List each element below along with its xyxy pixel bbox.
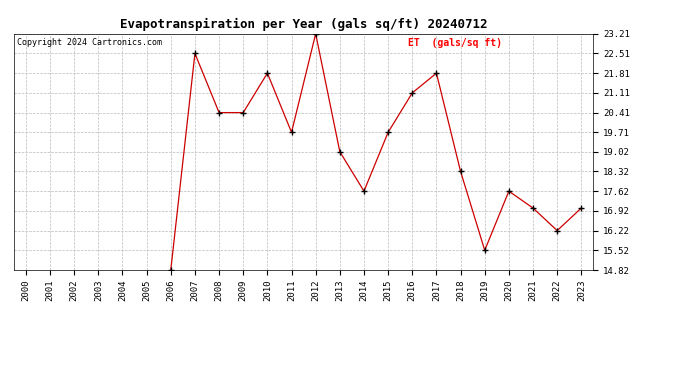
Text: ET  (gals/sq ft): ET (gals/sq ft): [408, 39, 502, 48]
Text: Copyright 2024 Cartronics.com: Copyright 2024 Cartronics.com: [17, 39, 161, 48]
Title: Evapotranspiration per Year (gals sq/ft) 20240712: Evapotranspiration per Year (gals sq/ft)…: [120, 18, 487, 31]
